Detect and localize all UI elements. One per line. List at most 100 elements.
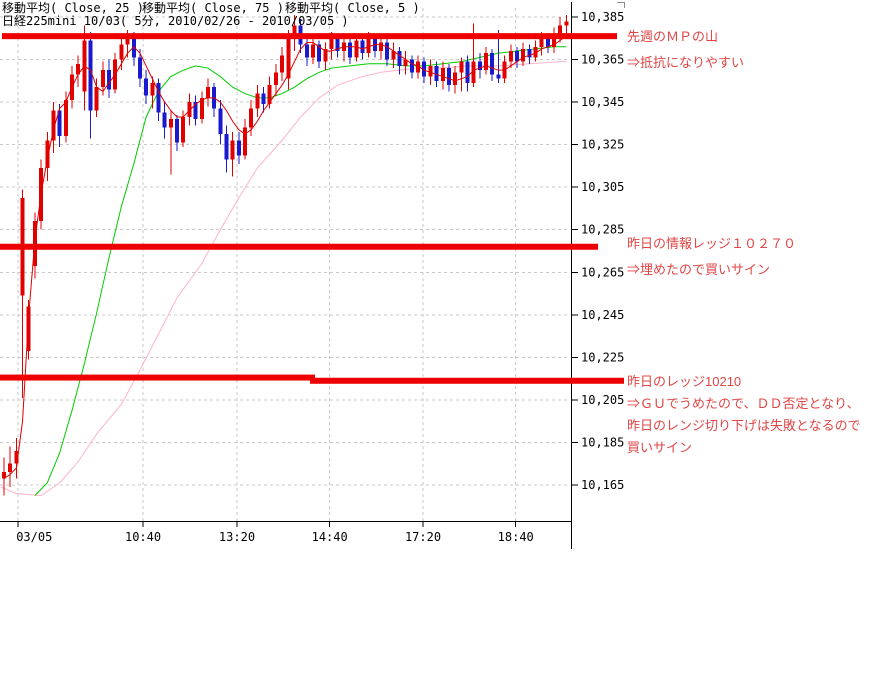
candle-up [484,53,489,71]
candle-up [416,61,421,73]
candle-up [329,38,334,49]
y-axis-label: 10,385 [581,10,624,24]
candle-up [181,116,186,143]
y-axis-label: 10,305 [581,180,624,194]
candle-up [521,48,526,62]
candle-up [230,140,235,160]
candle-down [175,119,180,143]
candle-down [434,65,439,81]
candle-up [459,61,464,73]
candle-down [304,44,309,58]
annotation-line: ⇒抵抗になりやすい [627,55,745,70]
x-axis-label: 17:20 [405,530,441,544]
candle-down [465,61,470,83]
candle-down [490,53,495,75]
legend-ma5: 移動平均( Close, 5 ) [285,1,420,15]
ma75-line [0,61,567,497]
candle-up [249,108,254,128]
candle-down [446,68,451,86]
candle-up [14,450,19,464]
x-axis-label: 10:40 [125,530,161,544]
candle-down [317,44,322,62]
candle-down [545,38,550,47]
candle-up [51,110,56,141]
annotation-line: ⇒埋めたので買いサイン [627,262,771,277]
annotation-mp-peak: 先週のＭＰの山 ⇒抵抗になりやすい [627,24,744,76]
candle-up [471,61,476,83]
ma5-line [3,35,567,480]
candle-up [243,127,248,156]
candle-down [348,42,353,58]
candle-down [156,82,161,113]
annotation-line: 昨日のレンジ切り下げは失敗となるので [627,418,861,433]
chart-area[interactable]: 10,385 10,365 10,345 10,325 10,305 10,285 10,2… [0,0,660,560]
candle-up [428,65,433,77]
y-axis-label: 10,285 [581,223,624,237]
candle-up [100,70,105,88]
candle-up [354,40,359,58]
annotation-line: ⇒ＧＵでうめたので、ＤＤ否定となり、 [627,396,860,411]
candle-up [168,119,173,128]
annotation-ledge-10270: 昨日の情報レッジ１０２７０ ⇒埋めたので買いサイン [627,231,796,283]
candle-down [385,42,390,60]
candle-up [119,44,124,60]
candle-down [218,108,223,134]
candle-up [125,36,130,45]
candle-up [199,97,204,120]
candle-down [88,40,93,111]
candle-up [8,463,13,473]
y-axis-label: 10,205 [581,393,624,407]
candle-down [261,93,266,105]
candle-up [273,72,278,86]
y-axis-label: 10,325 [581,138,624,152]
annotation-line: 昨日の情報レッジ１０２７０ [627,236,797,251]
corner-mark-icon [617,2,625,8]
candle-down [496,74,501,79]
y-axis-label: 10,225 [581,350,624,364]
legend-ma75: 移動平均( Close, 75 ) [142,1,284,15]
candle-up [94,87,99,111]
x-axis-label: 13:20 [219,530,255,544]
candle-up [292,25,297,39]
candle-up [508,51,513,62]
annotation-line: 買いサイン [627,440,693,455]
candle-down [137,57,142,79]
candle-down [57,110,62,137]
candle-up [2,472,6,479]
chart-title: 日経225mini 10/03( 5分, 2010/02/26 - 2010/0… [2,14,349,28]
candle-down [162,112,167,128]
candle-down [144,78,149,96]
candle-up [76,63,81,75]
candle-down [422,61,427,77]
candle-down [193,102,198,120]
candle-up [205,87,210,98]
annotation-line: 先週のＭＰの山 [627,29,719,44]
candle-up [311,44,315,58]
candle-up [280,55,285,73]
candle-up [255,93,260,109]
annotation-ledge-10210: 昨日のレッジ10210 ⇒ＧＵでうめたので、ＤＤ否定となり、 昨日のレンジ切り下… [627,371,861,459]
candle-up [45,140,50,169]
candle-up [26,306,31,351]
candle-up [366,38,371,54]
candle-up [564,21,569,26]
candle-down [360,40,365,54]
candle-up [286,38,291,79]
y-axis-label: 10,365 [581,53,624,67]
candle-up [378,42,383,52]
level-line-ledge-10210-left [0,374,315,381]
candle-up [267,85,272,105]
candle-up [403,59,408,66]
candle-up [533,46,538,58]
y-axis-label: 10,185 [581,435,624,449]
candle-up [539,38,544,47]
candle-down [224,134,229,160]
candle-up [187,102,192,117]
level-line-ledge-10270 [0,243,598,250]
candle-up [453,72,458,86]
x-axis-label: 14:40 [312,530,348,544]
candle-up [323,48,328,62]
x-axis-label: 18:40 [498,530,534,544]
level-line-ledge-10210-right [310,377,624,384]
